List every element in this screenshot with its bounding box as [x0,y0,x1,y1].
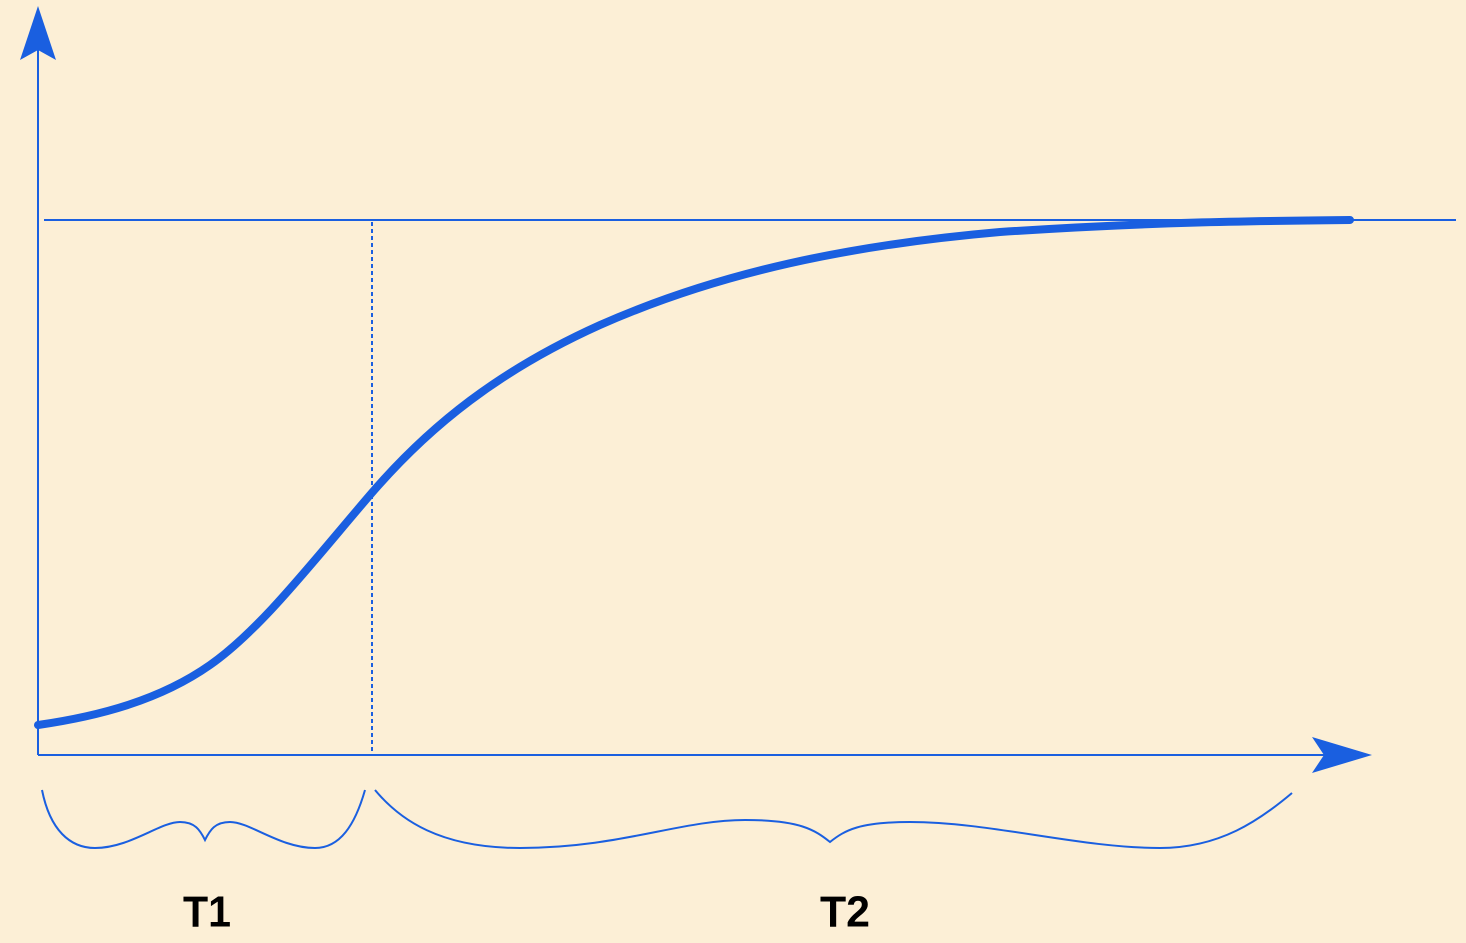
label-t1: T1 [183,888,231,937]
x-axis-arrow [1312,737,1372,773]
label-t2: T2 [820,888,870,937]
brace-t1 [41,789,366,850]
brace-t2 [374,789,1293,850]
y-axis-arrow [20,6,56,60]
growth-curve [34,216,1354,729]
